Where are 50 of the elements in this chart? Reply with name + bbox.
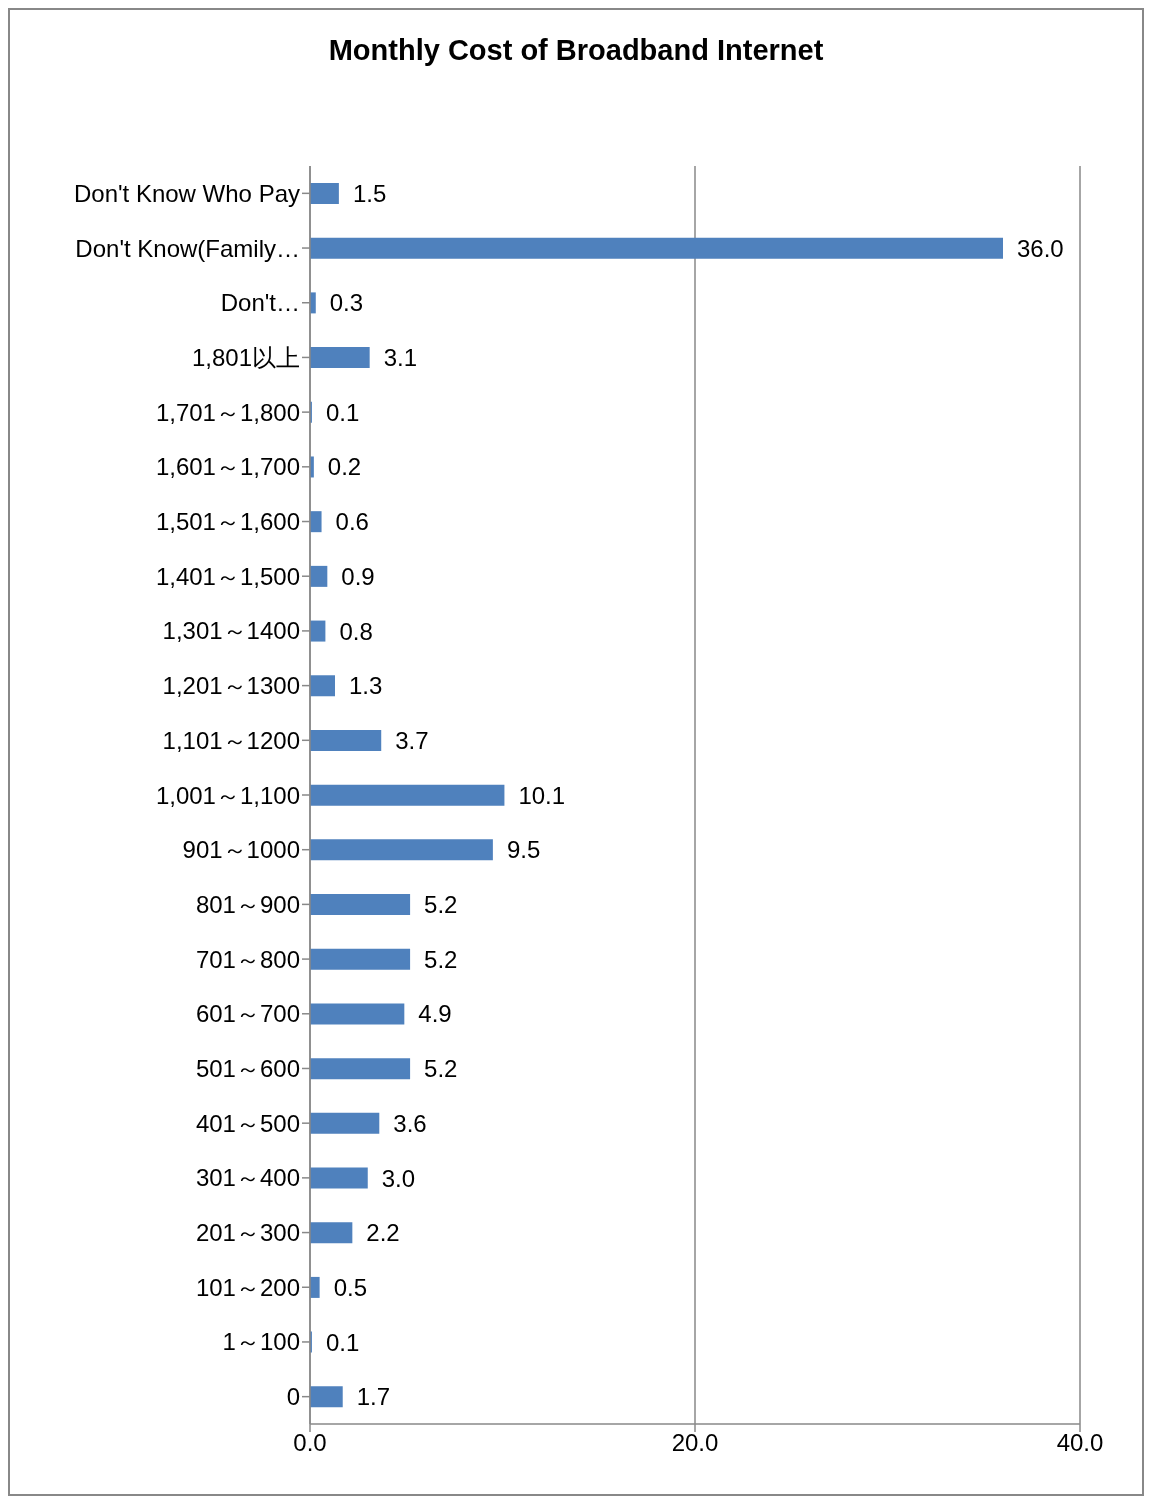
data-label: 1.5 bbox=[352, 180, 387, 208]
data-label: 4.9 bbox=[418, 1000, 452, 1028]
y-tick-label: Don't Know(Family… bbox=[75, 234, 300, 262]
data-label: 10.1 bbox=[518, 781, 566, 809]
y-tick-label: Don't… bbox=[220, 289, 300, 317]
y-tick-label: 901～1000 bbox=[182, 836, 300, 864]
chart-title: Monthly Cost of Broadband Internet bbox=[327, 33, 825, 68]
data-label: 2.2 bbox=[366, 1219, 400, 1247]
data-label: 3.0 bbox=[381, 1164, 416, 1192]
y-tick-label: 701～800 bbox=[195, 945, 300, 973]
y-tick-label: 501～600 bbox=[195, 1055, 300, 1082]
data-label: 0.3 bbox=[329, 289, 364, 317]
x-tick-label: 20.0 bbox=[671, 1429, 719, 1457]
data-label: 0.1 bbox=[325, 398, 360, 426]
y-tick-label: 1,701～1,800 bbox=[155, 398, 300, 426]
y-tick-label: 1,801以上 bbox=[191, 343, 300, 371]
y-tick-label: 1,501～1,600 bbox=[155, 508, 300, 536]
x-tick-label: 40.0 bbox=[1056, 1429, 1104, 1457]
data-label: 0.1 bbox=[325, 1328, 360, 1356]
y-tick-label: 0 bbox=[286, 1383, 300, 1411]
y-tick-label: 1,401～1,500 bbox=[155, 562, 300, 590]
y-tick-label: Don't Know Who Pay bbox=[73, 179, 300, 207]
data-label: 5.2 bbox=[424, 891, 458, 919]
data-label: 0.2 bbox=[327, 453, 362, 481]
x-tick-label: 0.0 bbox=[293, 1429, 327, 1457]
data-label: 1.7 bbox=[356, 1383, 391, 1411]
data-label: 0.9 bbox=[341, 562, 375, 590]
y-tick-label: 201～300 bbox=[195, 1219, 300, 1247]
y-tick-label: 601～700 bbox=[195, 1000, 300, 1028]
data-label: 3.1 bbox=[383, 344, 418, 372]
data-label: 5.2 bbox=[424, 945, 458, 973]
data-label: 0.5 bbox=[333, 1273, 367, 1301]
y-tick-label: 1,601～1,700 bbox=[155, 453, 300, 481]
data-label: 0.6 bbox=[335, 508, 369, 536]
data-label: 5.2 bbox=[424, 1055, 458, 1083]
data-label: 1.3 bbox=[349, 672, 383, 700]
data-label: 3.6 bbox=[393, 1109, 427, 1137]
data-label: 3.7 bbox=[395, 726, 429, 754]
y-tick-label: 801～900 bbox=[195, 890, 300, 918]
data-label: 36.0 bbox=[1017, 234, 1064, 262]
y-tick-label: 1,101～1200 bbox=[162, 726, 300, 754]
y-tick-label: 1,301～1400 bbox=[162, 617, 300, 645]
y-tick-label: 301～400 bbox=[195, 1164, 300, 1192]
y-tick-label: 1,201～1300 bbox=[162, 672, 300, 700]
data-label: 9.5 bbox=[506, 836, 541, 864]
y-tick-label: 101～200 bbox=[195, 1273, 300, 1301]
y-tick-label: 401～500 bbox=[195, 1109, 300, 1137]
y-tick-label: 1,001～1,100 bbox=[155, 781, 300, 809]
data-label: 0.8 bbox=[339, 617, 373, 645]
y-tick-label: 1～100 bbox=[222, 1328, 300, 1356]
